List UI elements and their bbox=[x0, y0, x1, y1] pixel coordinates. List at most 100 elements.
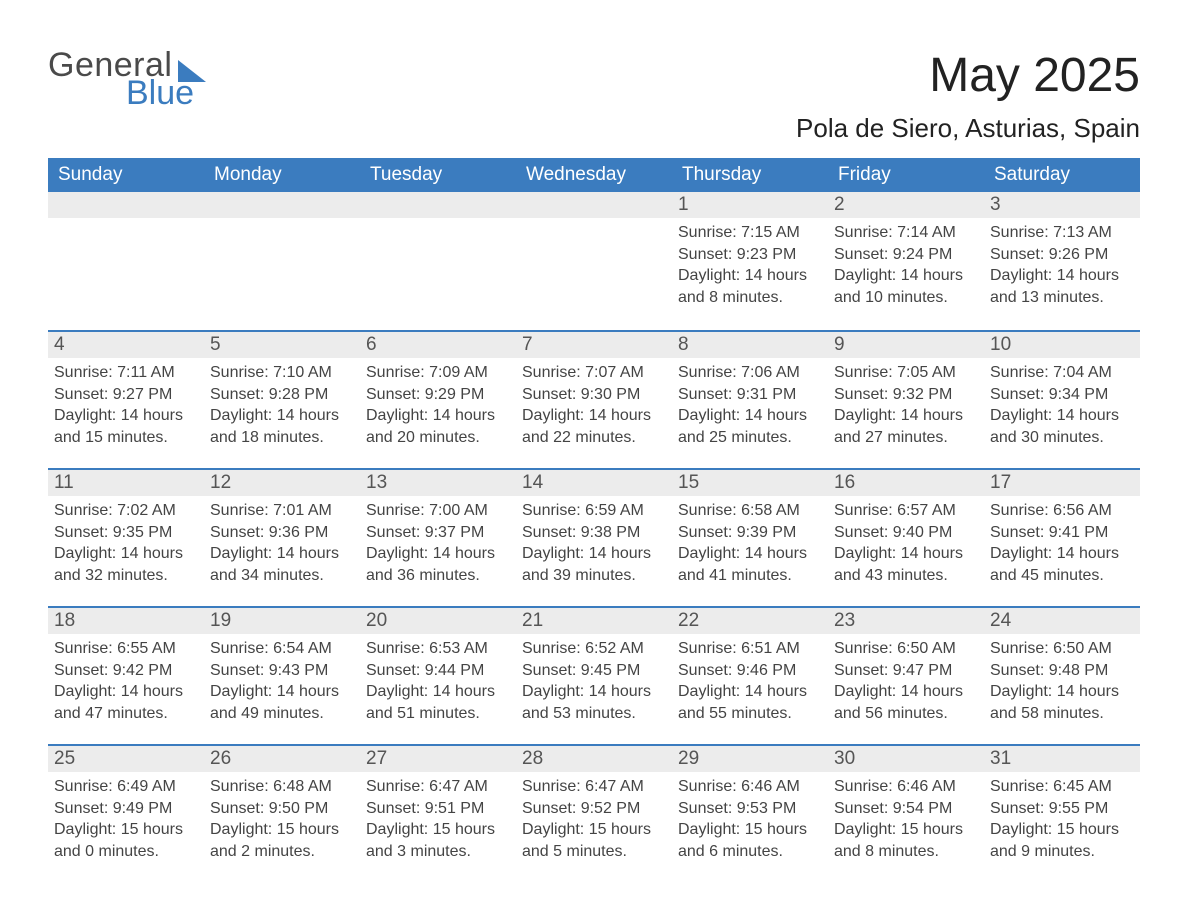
day-sunset: Sunset: 9:40 PM bbox=[834, 522, 978, 544]
day-sunset: Sunset: 9:50 PM bbox=[210, 798, 354, 820]
day-number: 7 bbox=[516, 332, 672, 358]
day-number bbox=[48, 192, 204, 218]
day-sunset: Sunset: 9:24 PM bbox=[834, 244, 978, 266]
day-number: 5 bbox=[204, 332, 360, 358]
day-dl1: Daylight: 14 hours bbox=[522, 681, 666, 703]
calendar-body: 1Sunrise: 7:15 AMSunset: 9:23 PMDaylight… bbox=[48, 192, 1140, 882]
day-sunrise: Sunrise: 6:47 AM bbox=[366, 776, 510, 798]
day-sunset: Sunset: 9:42 PM bbox=[54, 660, 198, 682]
day-dl1: Daylight: 14 hours bbox=[678, 265, 822, 287]
calendar-week: 1Sunrise: 7:15 AMSunset: 9:23 PMDaylight… bbox=[48, 192, 1140, 330]
day-dl2: and 22 minutes. bbox=[522, 427, 666, 449]
day-sunrise: Sunrise: 7:02 AM bbox=[54, 500, 198, 522]
day-dl2: and 39 minutes. bbox=[522, 565, 666, 587]
weekday-header-cell: Tuesday bbox=[360, 158, 516, 192]
header-bar: General Blue May 2025 Pola de Siero, Ast… bbox=[48, 48, 1140, 144]
day-number: 29 bbox=[672, 746, 828, 772]
day-dl2: and 49 minutes. bbox=[210, 703, 354, 725]
day-dl1: Daylight: 15 hours bbox=[678, 819, 822, 841]
day-sunrise: Sunrise: 6:58 AM bbox=[678, 500, 822, 522]
day-sunset: Sunset: 9:29 PM bbox=[366, 384, 510, 406]
day-number: 6 bbox=[360, 332, 516, 358]
weekday-header-cell: Thursday bbox=[672, 158, 828, 192]
day-dl1: Daylight: 15 hours bbox=[834, 819, 978, 841]
day-dl2: and 55 minutes. bbox=[678, 703, 822, 725]
day-dl1: Daylight: 14 hours bbox=[678, 405, 822, 427]
day-details: Sunrise: 6:47 AMSunset: 9:51 PMDaylight:… bbox=[366, 776, 510, 862]
day-number: 31 bbox=[984, 746, 1140, 772]
day-dl2: and 34 minutes. bbox=[210, 565, 354, 587]
day-sunrise: Sunrise: 7:15 AM bbox=[678, 222, 822, 244]
day-dl1: Daylight: 14 hours bbox=[54, 681, 198, 703]
day-number: 13 bbox=[360, 470, 516, 496]
calendar-day: 1Sunrise: 7:15 AMSunset: 9:23 PMDaylight… bbox=[672, 192, 828, 312]
day-dl1: Daylight: 14 hours bbox=[522, 543, 666, 565]
calendar-day-empty bbox=[516, 192, 672, 312]
day-number: 22 bbox=[672, 608, 828, 634]
day-dl2: and 56 minutes. bbox=[834, 703, 978, 725]
calendar-day: 11Sunrise: 7:02 AMSunset: 9:35 PMDayligh… bbox=[48, 470, 204, 588]
calendar-day-empty bbox=[204, 192, 360, 312]
day-dl2: and 58 minutes. bbox=[990, 703, 1134, 725]
day-sunset: Sunset: 9:49 PM bbox=[54, 798, 198, 820]
day-details: Sunrise: 7:02 AMSunset: 9:35 PMDaylight:… bbox=[54, 500, 198, 586]
day-sunset: Sunset: 9:32 PM bbox=[834, 384, 978, 406]
calendar-day: 6 Sunrise: 7:09 AMSunset: 9:29 PMDaylight… bbox=[360, 332, 516, 450]
day-sunset: Sunset: 9:47 PM bbox=[834, 660, 978, 682]
day-number: 10 bbox=[984, 332, 1140, 358]
day-dl2: and 10 minutes. bbox=[834, 287, 978, 309]
day-sunset: Sunset: 9:52 PM bbox=[522, 798, 666, 820]
calendar-day: 4Sunrise: 7:11 AMSunset: 9:27 PMDaylight… bbox=[48, 332, 204, 450]
day-details: Sunrise: 6:53 AMSunset: 9:44 PMDaylight:… bbox=[366, 638, 510, 724]
day-dl1: Daylight: 14 hours bbox=[522, 405, 666, 427]
calendar-day: 20Sunrise: 6:53 AMSunset: 9:44 PMDayligh… bbox=[360, 608, 516, 726]
calendar: SundayMondayTuesdayWednesdayThursdayFrid… bbox=[48, 158, 1140, 882]
day-dl1: Daylight: 14 hours bbox=[210, 543, 354, 565]
day-sunset: Sunset: 9:26 PM bbox=[990, 244, 1134, 266]
calendar-day: 16Sunrise: 6:57 AMSunset: 9:40 PMDayligh… bbox=[828, 470, 984, 588]
day-details: Sunrise: 6:51 AMSunset: 9:46 PMDaylight:… bbox=[678, 638, 822, 724]
calendar-day: 9Sunrise: 7:05 AMSunset: 9:32 PMDaylight… bbox=[828, 332, 984, 450]
day-sunrise: Sunrise: 6:59 AM bbox=[522, 500, 666, 522]
day-sunset: Sunset: 9:27 PM bbox=[54, 384, 198, 406]
calendar-day: 14Sunrise: 6:59 AMSunset: 9:38 PMDayligh… bbox=[516, 470, 672, 588]
day-sunrise: Sunrise: 7:04 AM bbox=[990, 362, 1134, 384]
day-dl1: Daylight: 15 hours bbox=[54, 819, 198, 841]
day-details: Sunrise: 6:46 AMSunset: 9:53 PMDaylight:… bbox=[678, 776, 822, 862]
day-dl2: and 6 minutes. bbox=[678, 841, 822, 863]
day-number: 1 bbox=[672, 192, 828, 218]
calendar-day: 19Sunrise: 6:54 AMSunset: 9:43 PMDayligh… bbox=[204, 608, 360, 726]
day-details: Sunrise: 7:13 AMSunset: 9:26 PMDaylight:… bbox=[990, 222, 1134, 308]
day-sunset: Sunset: 9:45 PM bbox=[522, 660, 666, 682]
calendar-week: 11Sunrise: 7:02 AMSunset: 9:35 PMDayligh… bbox=[48, 468, 1140, 606]
day-details: Sunrise: 6:54 AMSunset: 9:43 PMDaylight:… bbox=[210, 638, 354, 724]
day-number: 28 bbox=[516, 746, 672, 772]
calendar-day: 26Sunrise: 6:48 AMSunset: 9:50 PMDayligh… bbox=[204, 746, 360, 864]
calendar-day: 3Sunrise: 7:13 AMSunset: 9:26 PMDaylight… bbox=[984, 192, 1140, 312]
day-details: Sunrise: 7:06 AMSunset: 9:31 PMDaylight:… bbox=[678, 362, 822, 448]
day-dl1: Daylight: 14 hours bbox=[210, 405, 354, 427]
day-number: 15 bbox=[672, 470, 828, 496]
day-number: 17 bbox=[984, 470, 1140, 496]
day-details: Sunrise: 7:10 AMSunset: 9:28 PMDaylight:… bbox=[210, 362, 354, 448]
calendar-day: 10Sunrise: 7:04 AMSunset: 9:34 PMDayligh… bbox=[984, 332, 1140, 450]
calendar-day-empty bbox=[48, 192, 204, 312]
calendar-day: 25Sunrise: 6:49 AMSunset: 9:49 PMDayligh… bbox=[48, 746, 204, 864]
day-sunrise: Sunrise: 6:55 AM bbox=[54, 638, 198, 660]
day-sunrise: Sunrise: 7:14 AM bbox=[834, 222, 978, 244]
day-details: Sunrise: 6:55 AMSunset: 9:42 PMDaylight:… bbox=[54, 638, 198, 724]
day-dl1: Daylight: 14 hours bbox=[366, 405, 510, 427]
day-sunset: Sunset: 9:55 PM bbox=[990, 798, 1134, 820]
day-details: Sunrise: 6:50 AMSunset: 9:47 PMDaylight:… bbox=[834, 638, 978, 724]
day-sunset: Sunset: 9:36 PM bbox=[210, 522, 354, 544]
day-dl2: and 8 minutes. bbox=[678, 287, 822, 309]
day-number bbox=[516, 192, 672, 218]
day-details: Sunrise: 7:07 AMSunset: 9:30 PMDaylight:… bbox=[522, 362, 666, 448]
day-details: Sunrise: 7:09 AMSunset: 9:29 PMDaylight:… bbox=[366, 362, 510, 448]
calendar-day: 24Sunrise: 6:50 AMSunset: 9:48 PMDayligh… bbox=[984, 608, 1140, 726]
weekday-header-cell: Wednesday bbox=[516, 158, 672, 192]
day-number: 25 bbox=[48, 746, 204, 772]
day-sunrise: Sunrise: 6:50 AM bbox=[834, 638, 978, 660]
day-details: Sunrise: 7:00 AMSunset: 9:37 PMDaylight:… bbox=[366, 500, 510, 586]
day-number bbox=[204, 192, 360, 218]
